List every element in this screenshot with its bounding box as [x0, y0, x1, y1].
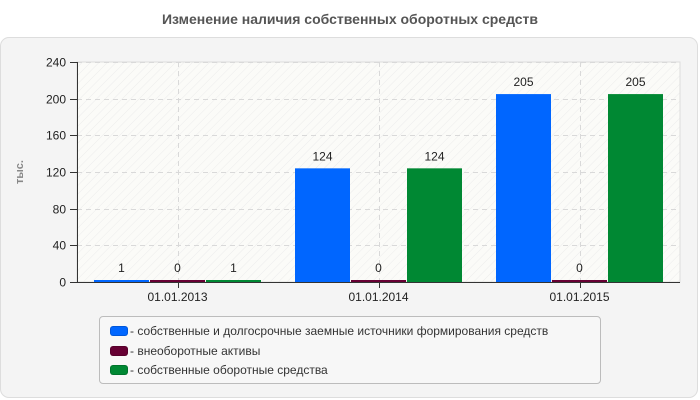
legend-label: - собственные оборотные средства [130, 362, 328, 377]
data-label: 205 [513, 75, 533, 89]
y-tick-label: 120 [46, 166, 66, 180]
bar [496, 94, 551, 282]
y-tick-label: 200 [46, 93, 66, 107]
legend-item: - собственные и долгосрочные заемные ист… [110, 323, 548, 338]
y-tick-label: 0 [59, 276, 66, 290]
bar [295, 168, 350, 282]
x-tick-label: 01.01.2015 [549, 290, 609, 304]
data-label: 124 [424, 149, 444, 163]
bar [552, 280, 607, 282]
data-label: 0 [576, 261, 583, 275]
data-label: 124 [312, 149, 332, 163]
legend-label: - внеоборотные активы [130, 343, 261, 358]
y-tick-label: 80 [53, 203, 67, 217]
y-tick-label: 240 [46, 56, 66, 70]
x-tick-label: 01.01.2013 [147, 290, 207, 304]
chart-legend: - собственные и долгосрочные заемные ист… [99, 316, 601, 384]
y-tick-label: 40 [53, 239, 67, 253]
chart-title: Изменение наличия собственных оборотных … [161, 11, 539, 27]
y-axis-label: тыс. [14, 160, 26, 184]
data-label: 205 [625, 75, 645, 89]
y-tick-label: 160 [46, 129, 66, 143]
legend-swatch-green [110, 364, 128, 375]
bar [206, 280, 261, 282]
data-label: 0 [375, 261, 382, 275]
bar [407, 168, 462, 282]
x-tick-label: 01.01.2014 [348, 290, 408, 304]
bar [94, 280, 149, 282]
legend-item: - собственные оборотные средства [110, 362, 328, 377]
legend-item: - внеоборотные активы [110, 343, 260, 358]
legend-swatch-maroon [110, 345, 128, 356]
bar [150, 280, 205, 282]
data-label: 0 [174, 261, 181, 275]
data-label: 1 [230, 261, 237, 275]
bar [351, 280, 406, 282]
legend-label: - собственные и долгосрочные заемные ист… [130, 323, 549, 338]
legend-swatch-blue [110, 325, 128, 336]
data-label: 1 [118, 261, 125, 275]
bar [608, 94, 663, 282]
